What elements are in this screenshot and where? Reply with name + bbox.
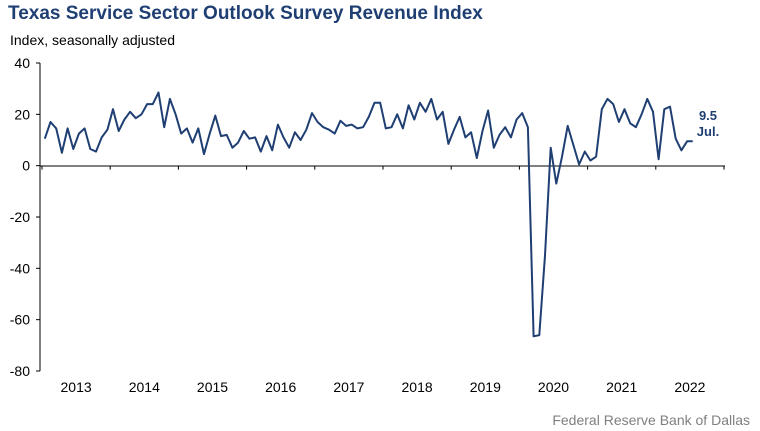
x-tick-label: 2017 <box>333 379 364 395</box>
x-tick-label: 2022 <box>674 379 705 395</box>
annotation-month: Jul. <box>697 124 719 139</box>
y-tick-label: 20 <box>14 106 30 122</box>
y-tick-label: -20 <box>10 209 30 225</box>
x-tick-label: 2013 <box>61 379 92 395</box>
x-tick-label: 2020 <box>538 379 569 395</box>
x-tick-label: 2015 <box>197 379 228 395</box>
x-tick-label: 2018 <box>402 379 433 395</box>
y-tick-label: -60 <box>10 312 30 328</box>
x-tick-label: 2016 <box>265 379 296 395</box>
y-tick-label: 40 <box>14 55 30 71</box>
chart-source: Federal Reserve Bank of Dallas <box>552 412 750 428</box>
x-tick-label: 2014 <box>129 379 160 395</box>
x-tick-label: 2019 <box>470 379 501 395</box>
chart-title: Texas Service Sector Outlook Survey Reve… <box>8 3 483 24</box>
y-tick-label: -40 <box>10 260 30 276</box>
chart-subtitle: Index, seasonally adjusted <box>10 32 175 48</box>
annotation-value: 9.5 <box>699 108 717 123</box>
y-tick-label: 0 <box>22 158 30 174</box>
x-tick-label: 2021 <box>606 379 637 395</box>
y-tick-label: -80 <box>10 363 30 379</box>
revenue-index-line <box>43 91 693 338</box>
